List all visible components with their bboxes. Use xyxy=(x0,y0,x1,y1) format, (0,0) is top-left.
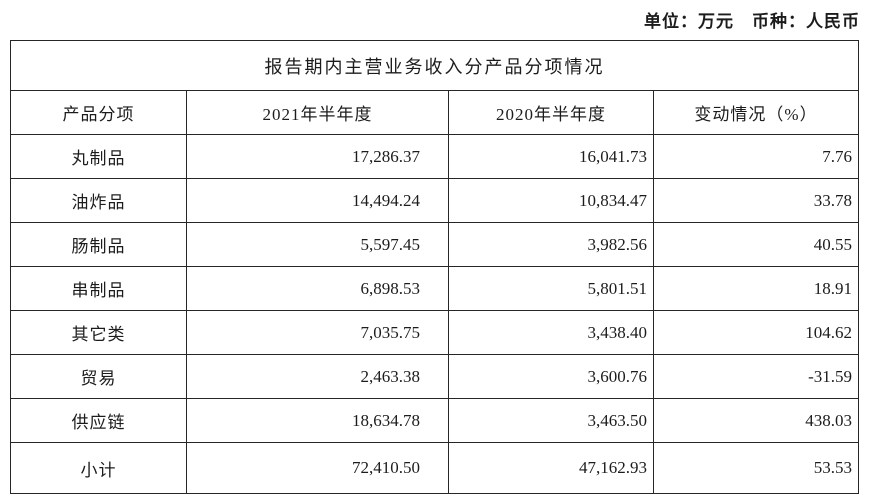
value-2021h1-cell: 14,494.24 xyxy=(186,178,449,223)
product-name-cell: 油炸品 xyxy=(10,178,187,223)
unit-currency-note: 单位：万元 币种：人民币 xyxy=(644,12,860,31)
value-2021h1-cell: 72,410.50 xyxy=(186,442,449,494)
change-pct-cell: 18.91 xyxy=(653,266,859,311)
table-row: 小计 72,410.50 47,162.93 53.53 xyxy=(10,442,859,494)
value-2020h1-cell: 10,834.47 xyxy=(448,178,654,223)
table-row: 供应链 18,634.78 3,463.50 438.03 xyxy=(10,398,859,443)
change-pct-cell: 7.76 xyxy=(653,134,859,179)
table-row: 油炸品 14,494.24 10,834.47 33.78 xyxy=(10,178,859,223)
value-2020h1-cell: 47,162.93 xyxy=(448,442,654,494)
table-row: 肠制品 5,597.45 3,982.56 40.55 xyxy=(10,222,859,267)
value-2020h1-cell: 3,600.76 xyxy=(448,354,654,399)
value-2021h1-cell: 6,898.53 xyxy=(186,266,449,311)
change-pct-cell: -31.59 xyxy=(653,354,859,399)
table-header-row: 产品分项 2021年半年度 2020年半年度 变动情况（%） xyxy=(10,90,859,135)
value-2021h1-cell: 7,035.75 xyxy=(186,310,449,355)
table-row: 贸易 2,463.38 3,600.76 -31.59 xyxy=(10,354,859,399)
table-title: 报告期内主营业务收入分产品分项情况 xyxy=(10,40,859,91)
product-name-cell: 串制品 xyxy=(10,266,187,311)
table-row: 其它类 7,035.75 3,438.40 104.62 xyxy=(10,310,859,355)
product-name-cell: 肠制品 xyxy=(10,222,187,267)
value-2020h1-cell: 3,463.50 xyxy=(448,398,654,443)
column-header-2021h1: 2021年半年度 xyxy=(186,90,449,135)
table-body: 丸制品 17,286.37 16,041.73 7.76 油炸品 14,494.… xyxy=(10,134,859,494)
table-row: 串制品 6,898.53 5,801.51 18.91 xyxy=(10,266,859,311)
table-title-row: 报告期内主营业务收入分产品分项情况 xyxy=(10,40,859,91)
value-2021h1-cell: 17,286.37 xyxy=(186,134,449,179)
product-name-cell: 小计 xyxy=(10,442,187,494)
value-2021h1-cell: 2,463.38 xyxy=(186,354,449,399)
value-2020h1-cell: 3,438.40 xyxy=(448,310,654,355)
product-name-cell: 贸易 xyxy=(10,354,187,399)
column-header-2020h1: 2020年半年度 xyxy=(448,90,654,135)
change-pct-cell: 53.53 xyxy=(653,442,859,494)
value-2020h1-cell: 3,982.56 xyxy=(448,222,654,267)
product-name-cell: 供应链 xyxy=(10,398,187,443)
change-pct-cell: 40.55 xyxy=(653,222,859,267)
table-row: 丸制品 17,286.37 16,041.73 7.76 xyxy=(10,134,859,179)
column-header-product: 产品分项 xyxy=(10,90,187,135)
product-name-cell: 丸制品 xyxy=(10,134,187,179)
value-2021h1-cell: 5,597.45 xyxy=(186,222,449,267)
change-pct-cell: 33.78 xyxy=(653,178,859,223)
value-2020h1-cell: 5,801.51 xyxy=(448,266,654,311)
value-2020h1-cell: 16,041.73 xyxy=(448,134,654,179)
change-pct-cell: 104.62 xyxy=(653,310,859,355)
revenue-by-product-table: 报告期内主营业务收入分产品分项情况 产品分项 2021年半年度 2020年半年度… xyxy=(10,40,859,494)
value-2021h1-cell: 18,634.78 xyxy=(186,398,449,443)
column-header-change-pct: 变动情况（%） xyxy=(653,90,859,135)
change-pct-cell: 438.03 xyxy=(653,398,859,443)
product-name-cell: 其它类 xyxy=(10,310,187,355)
